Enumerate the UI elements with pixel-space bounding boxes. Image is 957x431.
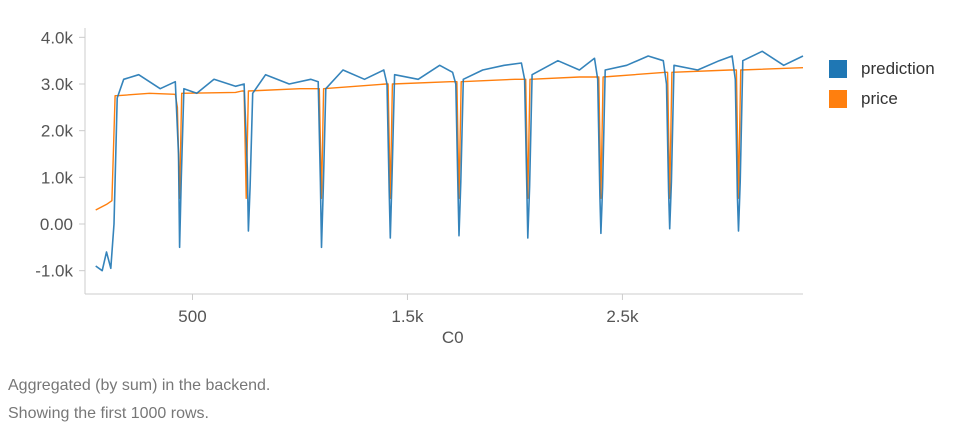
line-chart: -1.0k 0.00 1.0k 2.0k 3.0k 4.0k 500 1.5k 2.5k _C… [35,28,804,345]
legend-label-price: price [861,89,898,108]
x-axis-title: _C0 [431,328,463,345]
y-tick-label: 4.0k [41,28,74,47]
y-tick-label: 3.0k [41,75,74,94]
y-tick-label: -1.0k [35,262,73,281]
series-line-prediction [95,50,804,272]
row-limit-note: Showing the first 1000 rows. [8,405,209,422]
x-tick-label: 500 [178,307,206,326]
legend-item-prediction[interactable]: prediction [829,54,935,84]
x-axis: 500 1.5k 2.5k [85,293,803,326]
legend-label-prediction: prediction [861,59,935,78]
legend-item-price[interactable]: price [829,84,935,114]
aggregation-note: Aggregated (by sum) in the backend. [8,377,271,394]
y-tick-label: 0.00 [40,215,73,234]
legend-swatch-prediction [829,60,847,78]
y-axis: -1.0k 0.00 1.0k 2.0k 3.0k 4.0k [35,28,86,294]
x-tick-label: 2.5k [606,307,639,326]
legend-swatch-price [829,90,847,108]
x-tick-label: 1.5k [391,307,424,326]
chart-notes: Aggregated (by sum) in the backend. Show… [8,372,270,428]
legend: prediction price [829,54,935,114]
y-tick-label: 1.0k [41,168,74,187]
y-tick-label: 2.0k [41,122,74,141]
series-layer [95,50,804,272]
